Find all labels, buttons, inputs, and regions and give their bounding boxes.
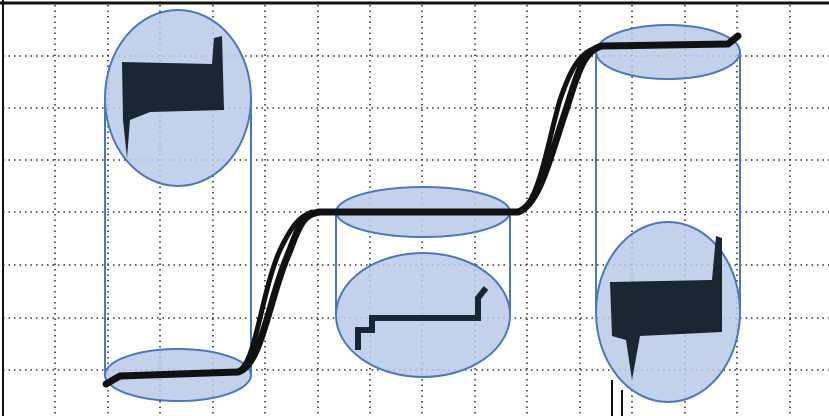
scope-screenshot — [0, 0, 829, 416]
